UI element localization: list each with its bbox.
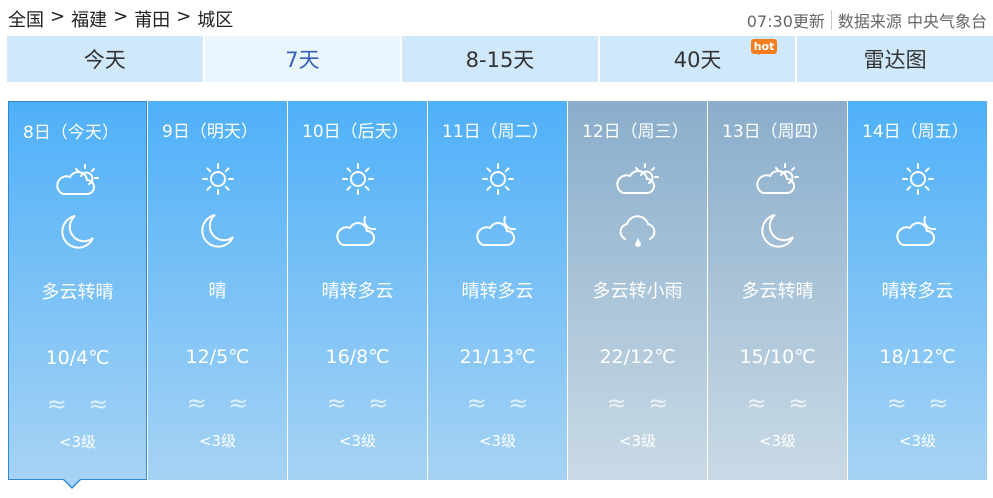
breadcrumb: 全国 > 福建 > 莆田 > 城区	[8, 6, 233, 32]
partly-cloudy-icon	[615, 159, 661, 199]
daily-forecast-list: 8日（今天） 多云转晴 10/4℃ ≈ ≈ <3级 9日（明天）晴 12/5℃ ≈ ≈ <3级 1…	[8, 101, 987, 480]
data-source: 数据来源 中央气象台	[837, 12, 987, 31]
wind-level: <3级	[198, 432, 237, 450]
moon-icon	[195, 211, 241, 251]
day-card[interactable]: 13日（周四） 多云转晴 15/10℃ ≈ ≈ <3级	[708, 101, 847, 480]
update-time: 07:30更新	[746, 12, 825, 31]
wind-direction-icon: ≈ ≈	[746, 389, 809, 417]
weather-description: 多云转小雨	[592, 281, 683, 302]
weather-description: 多云转晴	[741, 281, 814, 302]
wind-level: <3级	[758, 432, 797, 450]
breadcrumb-national[interactable]: 全国	[8, 10, 44, 31]
day-date: 14日（周五）	[862, 122, 969, 142]
day-date: 11日（周二）	[442, 122, 549, 142]
day-card[interactable]: 14日（周五） 晴转多云 18/12℃ ≈ ≈ <3级	[848, 101, 987, 480]
wind-level: <3级	[478, 432, 517, 450]
day-date: 13日（周四）	[722, 122, 829, 142]
weather-description: 多云转晴	[41, 282, 114, 303]
divider	[830, 10, 832, 30]
rain-icon	[615, 211, 661, 251]
temperature-range: 16/8℃	[325, 346, 390, 368]
wind-level: <3级	[898, 432, 937, 450]
tab-40-days[interactable]: 40天 hot	[599, 36, 796, 82]
breadcrumb-separator: >	[50, 6, 66, 27]
partly-cloudy-icon	[755, 159, 801, 199]
tab-label: 40天	[673, 48, 722, 72]
wind-direction-icon: ≈ ≈	[46, 390, 109, 418]
forecast-tabs: 今天 7天 8-15天 40天 hot 雷达图	[7, 36, 993, 82]
wind-direction-icon: ≈ ≈	[466, 389, 529, 417]
temperature-range: 10/4℃	[45, 347, 110, 369]
day-date: 12日（周三）	[582, 122, 689, 142]
wind-direction-icon: ≈ ≈	[186, 389, 249, 417]
hot-badge: hot	[750, 39, 778, 55]
weather-description: 晴转多云	[321, 281, 394, 302]
temperature-range: 15/10℃	[739, 346, 816, 368]
breadcrumb-city[interactable]: 莆田	[134, 10, 171, 31]
temperature-range: 21/13℃	[459, 346, 536, 368]
cloud-moon-icon	[475, 211, 521, 251]
tab-radar[interactable]: 雷达图	[797, 36, 993, 82]
day-card[interactable]: 11日（周二） 晴转多云 21/13℃ ≈ ≈ <3级	[428, 101, 567, 480]
breadcrumb-province[interactable]: 福建	[71, 10, 108, 31]
tab-label: 8-15天	[465, 48, 535, 72]
day-date: 10日（后天）	[302, 122, 409, 142]
partly-cloudy-icon	[55, 160, 101, 200]
day-card[interactable]: 9日（明天） 晴 12/5℃ ≈ ≈ <3级	[148, 101, 287, 480]
sun-icon	[195, 159, 241, 199]
update-info: 07:30更新 数据来源 中央气象台	[747, 8, 987, 32]
selected-indicator-arrow	[63, 479, 81, 498]
day-date: 9日（明天）	[162, 122, 258, 142]
breadcrumb-separator: >	[113, 6, 129, 27]
cloud-moon-icon	[335, 211, 381, 251]
wind-level: <3级	[618, 432, 657, 450]
wind-level: <3级	[338, 432, 377, 450]
moon-icon	[55, 212, 101, 252]
day-date: 8日（今天）	[23, 123, 119, 143]
breadcrumb-district: 城区	[197, 10, 234, 31]
day-card[interactable]: 10日（后天） 晴转多云 16/8℃ ≈ ≈ <3级	[288, 101, 427, 480]
sun-icon	[475, 159, 521, 199]
tab-today[interactable]: 今天	[7, 36, 203, 82]
wind-direction-icon: ≈ ≈	[326, 389, 389, 417]
temperature-range: 12/5℃	[185, 346, 250, 368]
tab-label: 今天	[83, 48, 126, 72]
wind-direction-icon: ≈ ≈	[886, 389, 949, 417]
tab-label: 7天	[285, 48, 320, 72]
weather-description: 晴	[208, 281, 227, 302]
cloud-moon-icon	[895, 211, 941, 251]
tab-label: 雷达图	[863, 48, 927, 72]
temperature-range: 22/12℃	[599, 346, 676, 368]
weather-description: 晴转多云	[461, 281, 534, 302]
day-card[interactable]: 12日（周三） 多云转小雨 22/12℃ ≈ ≈ <3级	[568, 101, 707, 480]
breadcrumb-separator: >	[176, 6, 192, 27]
wind-direction-icon: ≈ ≈	[606, 389, 669, 417]
tab-8-15-days[interactable]: 8-15天	[402, 36, 598, 82]
temperature-range: 18/12℃	[879, 346, 956, 368]
tab-7-days[interactable]: 7天	[204, 36, 401, 82]
sun-icon	[895, 159, 941, 199]
day-card[interactable]: 8日（今天） 多云转晴 10/4℃ ≈ ≈ <3级	[8, 101, 147, 480]
moon-icon	[755, 211, 801, 251]
wind-level: <3级	[58, 433, 97, 451]
sun-icon	[335, 159, 381, 199]
weather-description: 晴转多云	[881, 281, 954, 302]
